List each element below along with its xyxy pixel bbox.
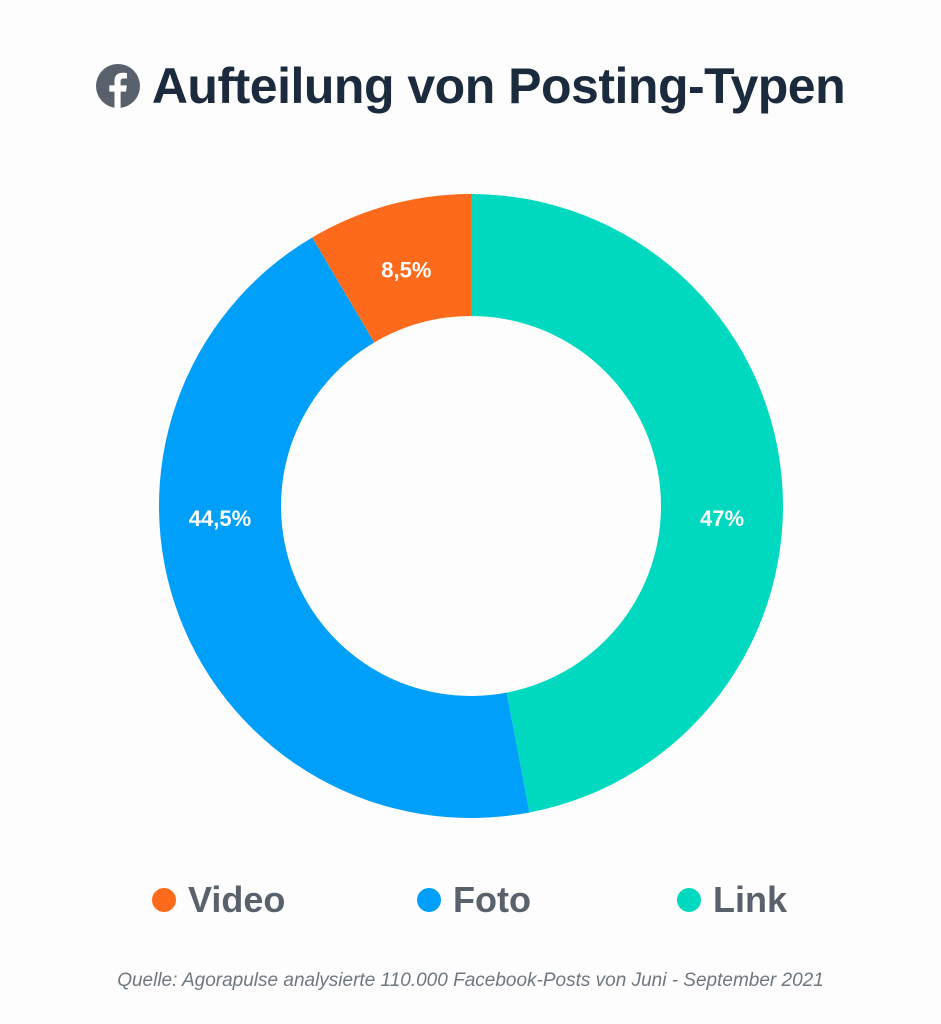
slice-label-video: 8,5% — [381, 258, 431, 283]
legend-dot-link — [677, 888, 701, 912]
chart-slices — [159, 194, 783, 818]
legend-label-video: Video — [188, 879, 286, 920]
legend-dot-foto — [417, 888, 441, 912]
source-note: Quelle: Agorapulse analysierte 110.000 F… — [117, 970, 824, 991]
legend-item-foto: Foto — [417, 872, 531, 928]
chart-slice-labels: 47% 44,5% 8,5% — [189, 258, 744, 531]
chart-legend: Video Foto Link — [0, 872, 941, 928]
slice-foto — [159, 237, 530, 818]
legend-item-video: Video — [152, 872, 285, 928]
chart-header: Aufteilung von Posting-Typen — [0, 50, 941, 122]
facebook-icon — [95, 64, 140, 108]
legend-label-link: Link — [713, 879, 788, 920]
legend-label-foto: Foto — [453, 879, 531, 920]
slice-link — [471, 194, 783, 813]
legend-item-link: Link — [677, 872, 787, 928]
slice-label-foto: 44,5% — [189, 506, 251, 531]
legend-dot-video — [152, 888, 176, 912]
slice-video — [312, 194, 471, 343]
chart-title: Aufteilung von Posting-Typen — [151, 58, 846, 114]
slice-label-link: 47% — [700, 506, 744, 531]
